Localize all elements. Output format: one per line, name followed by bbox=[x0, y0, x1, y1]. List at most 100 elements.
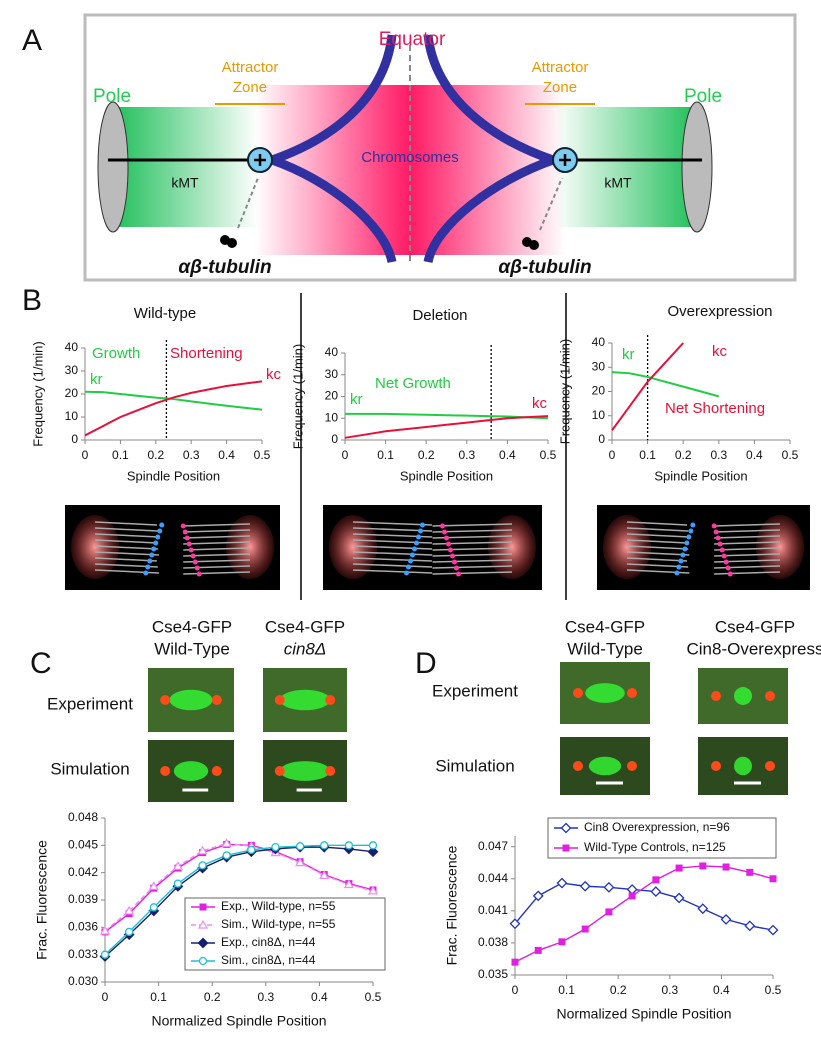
gfp-signal bbox=[585, 683, 625, 703]
series-line bbox=[514, 882, 774, 931]
x-tick-label: 0 bbox=[512, 983, 519, 997]
x-tick-label: 0.2 bbox=[204, 990, 221, 1004]
series-line bbox=[84, 390, 263, 411]
kinetochore bbox=[182, 529, 188, 535]
annotation: Shortening bbox=[170, 345, 243, 362]
kinetochore bbox=[721, 553, 727, 559]
x-axis-title: Spindle Position bbox=[654, 468, 747, 483]
label: Cse4-GFP bbox=[565, 617, 645, 636]
spb-signal bbox=[325, 766, 336, 776]
y-tick-label: 30 bbox=[325, 367, 339, 381]
x-tick-label: 0.3 bbox=[257, 990, 274, 1004]
label: Cin8-Overexpress bbox=[687, 639, 821, 658]
data-point bbox=[295, 857, 306, 867]
y-tick-label: 40 bbox=[325, 345, 339, 359]
kinetochore bbox=[194, 565, 200, 571]
legend-label: Exp., cin8Δ, n=44 bbox=[221, 935, 316, 949]
kinetochore bbox=[448, 547, 453, 553]
data-point bbox=[271, 843, 280, 852]
y-tick-label: 40 bbox=[65, 340, 79, 354]
x-tick-label: 0 bbox=[102, 990, 109, 1004]
spb-signal bbox=[274, 766, 285, 776]
label: Cse4-GFP bbox=[152, 617, 232, 636]
legend-label: Wild-Type Controls, n=125 bbox=[584, 840, 726, 854]
kinetochore bbox=[442, 529, 447, 535]
data-point bbox=[628, 892, 636, 900]
x-tick-label: 0.4 bbox=[713, 983, 730, 997]
x-axis-title: Normalized Spindle Position bbox=[556, 1006, 731, 1022]
kinetochore bbox=[147, 558, 153, 564]
data-point bbox=[675, 864, 683, 872]
kinetochore bbox=[143, 570, 149, 576]
data-point bbox=[173, 879, 183, 888]
x-tick-label: 0.1 bbox=[112, 448, 129, 462]
label: Cse4-GFP bbox=[715, 617, 795, 636]
x-tick-label: 0.1 bbox=[150, 990, 167, 1004]
series-line bbox=[84, 380, 263, 437]
kmt bbox=[626, 521, 688, 526]
kmt bbox=[714, 547, 781, 551]
chromosome bbox=[423, 155, 555, 264]
data-point bbox=[319, 870, 330, 879]
kmt bbox=[352, 557, 432, 562]
y-tick-label: 0.047 bbox=[478, 839, 508, 853]
gfp-signal bbox=[279, 689, 331, 711]
data-point bbox=[197, 845, 208, 855]
label: αβ-tubulin bbox=[498, 257, 591, 278]
y-tick-label: 0.045 bbox=[68, 838, 98, 852]
data-point bbox=[198, 861, 207, 870]
kmt bbox=[183, 541, 251, 545]
x-tick-label: 0.2 bbox=[675, 448, 692, 462]
y-tick-label: 0.041 bbox=[478, 903, 508, 917]
spb-signal bbox=[573, 688, 583, 698]
label: Wild-Type bbox=[567, 639, 643, 658]
label: Simulation bbox=[50, 759, 129, 778]
pole-gradient bbox=[113, 107, 258, 227]
kinetochore bbox=[680, 552, 686, 558]
kinetochore bbox=[145, 564, 151, 570]
panel-label: A bbox=[22, 24, 42, 57]
data-point bbox=[172, 861, 183, 870]
spb-signal bbox=[627, 688, 637, 698]
x-tick-label: 0.5 bbox=[365, 990, 382, 1004]
legend-marker bbox=[198, 956, 208, 966]
data-point bbox=[344, 841, 354, 850]
x-tick-label: 0.2 bbox=[147, 448, 164, 462]
data-point bbox=[367, 846, 379, 858]
kinetochore bbox=[151, 546, 157, 552]
y-tick-label: 0.036 bbox=[68, 920, 98, 934]
kmt bbox=[94, 557, 157, 562]
data-point bbox=[511, 958, 519, 966]
kmt bbox=[432, 553, 513, 557]
y-tick-label: 10 bbox=[325, 410, 339, 424]
data-point bbox=[320, 841, 329, 850]
kmt bbox=[352, 551, 433, 556]
kmt bbox=[432, 571, 513, 575]
x-tick-label: 0.3 bbox=[661, 983, 678, 997]
x-axis-title: Spindle Position bbox=[400, 468, 493, 483]
label: Experiment bbox=[432, 681, 518, 700]
kmt bbox=[183, 547, 251, 551]
chart-title: Overexpression bbox=[667, 303, 772, 320]
label: Attractor bbox=[222, 59, 279, 76]
spb-signal bbox=[160, 695, 171, 705]
kinetochore bbox=[153, 540, 159, 546]
data-point bbox=[534, 946, 542, 954]
kmt bbox=[352, 569, 433, 574]
kmt bbox=[183, 529, 251, 533]
y-axis-title: Frequency (1/min) bbox=[30, 341, 45, 446]
kinetochore bbox=[416, 534, 421, 540]
x-axis-title: Spindle Position bbox=[127, 468, 220, 483]
spb-signal bbox=[211, 766, 222, 776]
series-label: kr bbox=[350, 391, 363, 408]
x-tick-label: 0.2 bbox=[418, 448, 435, 462]
kinetochore bbox=[717, 541, 723, 547]
gfp-signal bbox=[169, 689, 213, 711]
data-point bbox=[744, 920, 756, 932]
panel-label: C bbox=[30, 647, 52, 680]
x-tick-label: 0.4 bbox=[746, 448, 763, 462]
kinetochore bbox=[684, 540, 690, 546]
chart-title: Deletion bbox=[412, 307, 467, 324]
kmt bbox=[432, 565, 513, 569]
